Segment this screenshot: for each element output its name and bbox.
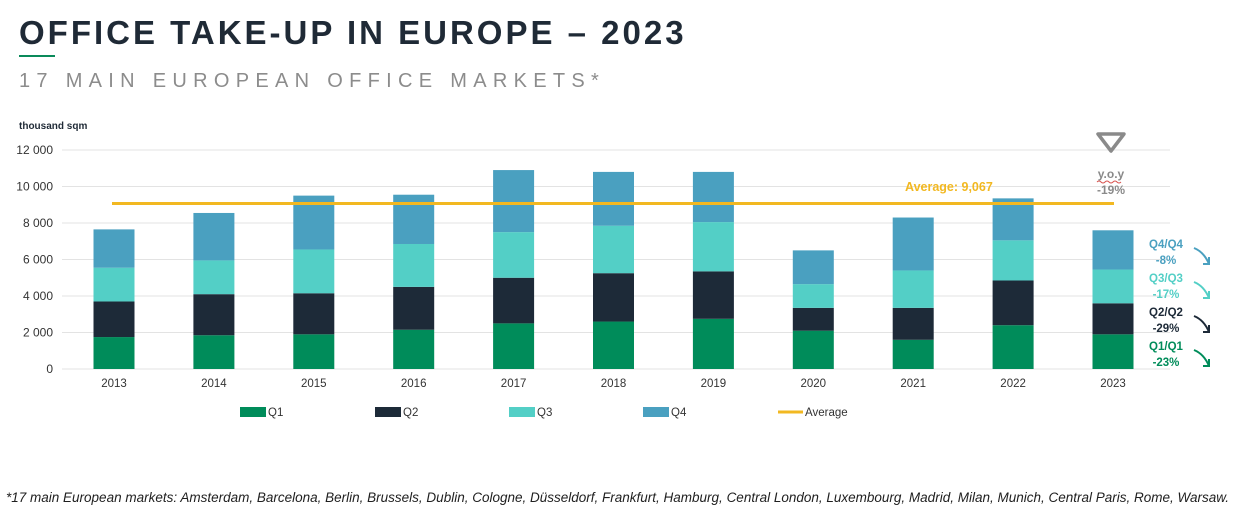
legend-swatch-q1 (240, 407, 266, 417)
bar-q1 (692, 318, 734, 369)
bar-q4 (93, 229, 135, 268)
x-tick-label: 2015 (301, 378, 327, 390)
bar-q3 (992, 240, 1034, 281)
bar-q1 (93, 337, 135, 369)
y-tick-label: 12 000 (16, 143, 53, 157)
yoy-arrow-q4-icon (1193, 247, 1210, 265)
legend-label-q3: Q3 (537, 407, 552, 419)
yoy-arrow-q1-icon (1193, 349, 1210, 367)
bar-q3 (193, 260, 235, 295)
stacked-bar-chart: thousand sqm 0 2 000 4 000 6 000 8 000 10 000 1… (16, 121, 1210, 419)
bar-q2 (93, 301, 135, 338)
page-subtitle: 17 MAIN EUROPEAN OFFICE MARKETS* (19, 70, 606, 92)
bar-q1 (193, 335, 235, 369)
yoy-arrowhead-q4-icon (1203, 257, 1210, 265)
bar-q2 (193, 294, 235, 336)
x-tick-label: 2019 (701, 378, 727, 390)
yoy-arrow-q2-icon (1193, 315, 1210, 333)
bar-q2 (792, 307, 834, 331)
yoy-label-q1: Q1/Q1 (1149, 341, 1183, 353)
bar-q4 (593, 171, 634, 226)
bar-q3 (293, 249, 335, 294)
y-tick-label: 8 000 (23, 216, 53, 230)
bar-q3 (393, 243, 435, 287)
yoy-label-q4: Q4/Q4 (1149, 239, 1183, 251)
yoy-arrowhead-q3-icon (1203, 291, 1210, 299)
bar-q4 (493, 170, 535, 233)
bar-q3 (692, 222, 734, 272)
x-tick-label: 2014 (201, 378, 227, 390)
bar-q3 (1092, 269, 1134, 304)
y-axis-label: thousand sqm (19, 121, 87, 132)
title-underline (19, 55, 55, 57)
yoy-arrowhead-q2-icon (1203, 325, 1210, 333)
bar-q2 (393, 286, 435, 330)
bar-q1 (992, 325, 1034, 369)
x-tick-label: 2016 (401, 378, 427, 390)
y-tick-label: 10 000 (16, 180, 53, 194)
y-tick-label: 4 000 (23, 289, 53, 303)
bar-q4 (692, 171, 734, 223)
bar-q4 (193, 212, 235, 261)
x-tick-label: 2022 (1000, 378, 1026, 390)
legend-swatch-q4 (643, 407, 669, 417)
footnote: *17 main European markets: Amsterdam, Ba… (6, 490, 1230, 505)
yoy-value-q1: -23% (1153, 357, 1180, 369)
bar-q4 (792, 250, 834, 285)
down-chevron-icon (1096, 132, 1126, 153)
legend-swatch-q3 (509, 407, 535, 417)
bar-q2 (593, 273, 634, 322)
x-tick-label: 2021 (900, 378, 926, 390)
bar-q4 (892, 217, 934, 271)
bar-q2 (692, 271, 734, 319)
bar-q1 (293, 334, 335, 369)
bar-q3 (93, 267, 135, 302)
y-tick-label: 2 000 (23, 326, 53, 340)
yoy-label-q2: Q2/Q2 (1149, 307, 1183, 319)
yoy-value-q3: -17% (1153, 289, 1180, 301)
bar-q1 (593, 321, 634, 369)
bar-q2 (493, 277, 535, 324)
legend-label-q1: Q1 (268, 407, 283, 419)
yoy-underline (1096, 180, 1122, 184)
bar-q3 (593, 225, 634, 274)
legend-swatch-q2 (375, 407, 401, 417)
yoy-header: y.o.y (1098, 167, 1125, 181)
yoy-value-q2: -29% (1153, 323, 1180, 335)
bar-q2 (293, 293, 335, 335)
bar-q1 (1092, 334, 1134, 369)
yoy-arrowhead-q1-icon (1203, 359, 1210, 367)
bar-q1 (393, 329, 435, 369)
x-tick-label: 2018 (601, 378, 627, 390)
bar-q1 (892, 339, 934, 369)
x-tick-label: 2013 (101, 378, 127, 390)
bar-q2 (892, 307, 934, 340)
legend-label-q2: Q2 (403, 407, 418, 419)
bar-q4 (992, 198, 1034, 241)
legend-label-average: Average (805, 407, 848, 419)
legend-label-q4: Q4 (671, 407, 687, 419)
bar-q2 (992, 280, 1034, 326)
average-annotation: Average: 9,067 (905, 180, 993, 194)
bar-q3 (892, 270, 934, 308)
bar-q3 (493, 232, 535, 278)
x-tick-label: 2020 (801, 378, 827, 390)
bar-q4 (1092, 230, 1134, 270)
x-tick-label: 2023 (1100, 378, 1126, 390)
bar-q1 (493, 323, 535, 369)
bar-q2 (1092, 303, 1134, 335)
page-title: OFFICE TAKE-UP IN EUROPE – 2023 (19, 14, 687, 51)
bar-q1 (792, 330, 834, 369)
yoy-total: -19% (1097, 183, 1125, 197)
y-tick-label: 6 000 (23, 253, 53, 267)
y-tick-label: 0 (46, 362, 53, 376)
yoy-label-q3: Q3/Q3 (1149, 273, 1183, 285)
yoy-value-q4: -8% (1156, 255, 1176, 267)
bar-q3 (792, 284, 834, 308)
yoy-arrow-q3-icon (1193, 281, 1210, 299)
x-tick-label: 2017 (501, 378, 527, 390)
